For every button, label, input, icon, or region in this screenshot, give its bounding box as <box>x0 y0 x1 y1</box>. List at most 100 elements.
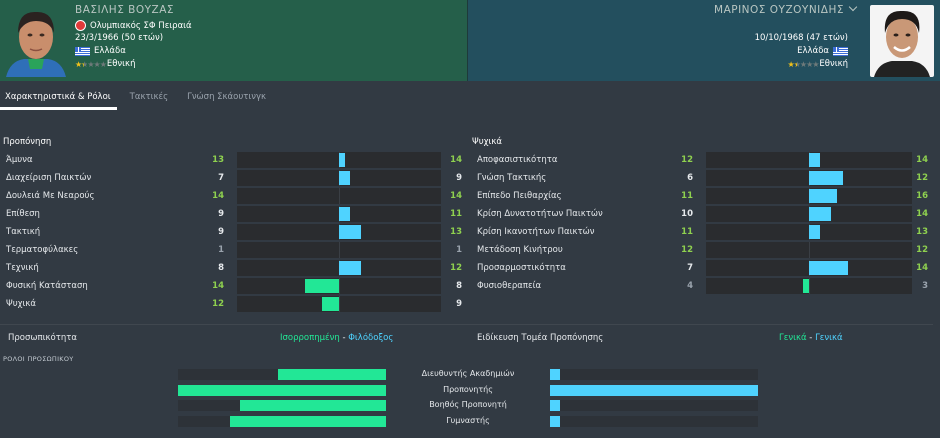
chevron-down-icon <box>848 2 858 12</box>
greece-flag-icon <box>833 46 848 56</box>
left-role-bar <box>230 415 386 427</box>
left-value: 12 <box>681 155 693 165</box>
right-value: 14 <box>450 191 462 201</box>
left-value: 9 <box>218 227 224 237</box>
right-role-track <box>550 415 758 427</box>
right-advantage-bar <box>809 207 832 221</box>
left-value: 1 <box>218 245 224 255</box>
star-rating-icon: ★ ★ ★★★ <box>75 59 107 69</box>
left-value: 11 <box>681 191 693 201</box>
attribute-label: Μετάδοση Κινήτρου <box>477 245 563 255</box>
track-center-line <box>809 242 810 258</box>
left-reputation-label: Εθνική <box>106 59 136 69</box>
right-value: 14 <box>916 155 928 165</box>
left-value: 14 <box>212 191 224 201</box>
attribute-label: Ψυχικά <box>6 299 37 309</box>
right-role-track <box>550 369 758 380</box>
right-personality: Φιλόδοξος <box>348 333 394 343</box>
left-person-photo <box>4 5 68 77</box>
right-value: 12 <box>450 263 462 273</box>
personality-values: Ισορροπημένη - Φιλόδοξος <box>280 333 393 343</box>
attribute-label: Αποφασιστικότητα <box>477 155 558 165</box>
tab-tactics[interactable]: Τακτικές <box>129 92 169 102</box>
tab-bar: Χαρακτηριστικά & Ρόλοι Τακτικές Γνώση Σκ… <box>0 86 280 110</box>
right-value: 14 <box>916 263 928 273</box>
role-label: Προπονητής <box>443 384 493 394</box>
role-label: Διευθυντής Ακαδημιών <box>421 369 515 378</box>
left-personality: Ισορροπημένη <box>280 333 340 343</box>
right-advantage-bar <box>339 261 362 275</box>
coaching-section-title: Προπόνηση <box>3 137 52 147</box>
left-value: 12 <box>681 245 693 255</box>
track-center-line <box>339 296 340 312</box>
mental-section-title: Ψυχικά <box>472 137 503 147</box>
left-role-bar <box>178 384 386 396</box>
right-advantage-bar <box>809 153 821 167</box>
left-role-bar <box>277 369 386 380</box>
right-value: 12 <box>916 173 928 183</box>
comparison-header: ΒΑΣΙΛΗΣ ΒΟΥΖΑΣ Ολυμπιακός ΣΦ Πειραιά 23/… <box>0 0 940 81</box>
right-person-selector[interactable]: ΜΑΡΙΝΟΣ ΟΥΖΟΥΝΙΔΗΣ <box>714 2 858 16</box>
right-nation-name: Ελλάδα <box>797 46 829 56</box>
staff-roles-title: ΡΟΛΟΙ ΠΡΟΣΩΠΙΚΟΥ <box>3 355 74 363</box>
attribute-label: Επίθεση <box>6 209 40 219</box>
personality-separator: - <box>342 333 346 343</box>
left-advantage-bar <box>803 279 809 293</box>
specialism-label: Ειδίκευση Τομέα Προπόνησης <box>477 333 604 343</box>
left-person-panel: ΒΑΣΙΛΗΣ ΒΟΥΖΑΣ Ολυμπιακός ΣΦ Πειραιά 23/… <box>0 0 467 81</box>
right-advantage-bar <box>339 207 351 221</box>
right-value: 9 <box>456 173 462 183</box>
right-person-name: ΜΑΡΙΝΟΣ ΟΥΖΟΥΝΙΔΗΣ <box>714 4 844 16</box>
section-divider <box>0 324 933 325</box>
right-person-nation: Ελλάδα <box>797 46 848 56</box>
right-advantage-bar <box>809 171 843 185</box>
attribute-label: Τεχνική <box>6 263 39 273</box>
attribute-label: Κρίση Ικανοτήτων Παικτών <box>477 227 595 237</box>
right-role-track <box>550 400 758 411</box>
attribute-label: Προσαρμοστικότητα <box>477 263 566 273</box>
attribute-label: Φυσιοθεραπεία <box>477 281 542 291</box>
club-crest-icon <box>75 20 86 31</box>
right-advantage-bar <box>339 171 351 185</box>
attribute-label: Διαχείριση Παικτών <box>6 173 92 183</box>
right-person-dob: 10/10/1968 (47 ετών) <box>754 33 848 43</box>
tab-scouting-knowledge[interactable]: Γνώση Σκάουτινγκ <box>187 92 267 102</box>
track-center-line <box>809 278 810 294</box>
left-value: 11 <box>681 227 693 237</box>
left-person-name[interactable]: ΒΑΣΙΛΗΣ ΒΟΥΖΑΣ <box>75 4 175 16</box>
right-person-photo <box>870 5 934 77</box>
right-value: 3 <box>922 281 928 291</box>
right-advantage-bar <box>809 261 849 275</box>
right-value: 14 <box>450 155 462 165</box>
attribute-label: Τακτική <box>6 227 41 237</box>
right-reputation-label: Εθνική <box>819 59 848 69</box>
right-value: 1 <box>456 245 462 255</box>
right-advantage-bar <box>339 153 345 167</box>
right-advantage-bar <box>809 225 821 239</box>
role-label: Γυμναστής <box>446 415 490 425</box>
right-value: 12 <box>916 245 928 255</box>
left-value: 9 <box>218 209 224 219</box>
tab-attributes-roles[interactable]: Χαρακτηριστικά & Ρόλοι <box>0 86 117 110</box>
right-value: 9 <box>456 299 462 309</box>
left-person-club[interactable]: Ολυμπιακός ΣΦ Πειραιά <box>75 20 192 31</box>
right-value: 16 <box>916 191 928 201</box>
right-person-reputation: ★ ★ ★★★ Εθνική <box>788 59 848 69</box>
attribute-label: Γνώση Τακτικής <box>477 173 547 183</box>
track-center-line <box>339 242 340 258</box>
attribute-label: Δουλειά Με Νεαρούς <box>6 191 95 201</box>
attribute-label: Κρίση Δυνατοτήτων Παικτών <box>477 209 603 219</box>
right-value: 13 <box>450 227 462 237</box>
attribute-label: Τερματοφύλακες <box>6 245 79 255</box>
left-person-dob: 23/3/1966 (50 ετών) <box>75 33 164 43</box>
right-advantage-bar <box>339 225 362 239</box>
left-value: 7 <box>687 263 693 273</box>
left-value: 10 <box>681 209 693 219</box>
left-person-reputation: ★ ★ ★★★ Εθνική <box>75 59 135 69</box>
right-value: 11 <box>450 209 462 219</box>
left-value: 6 <box>687 173 693 183</box>
specialism-values: Γενικά - Γενικά <box>779 333 843 343</box>
greece-flag-icon <box>75 46 90 56</box>
right-person-panel: ΜΑΡΙΝΟΣ ΟΥΖΟΥΝΙΔΗΣ 10/10/1968 (47 ετών) … <box>468 0 940 81</box>
left-value: 8 <box>218 263 224 273</box>
